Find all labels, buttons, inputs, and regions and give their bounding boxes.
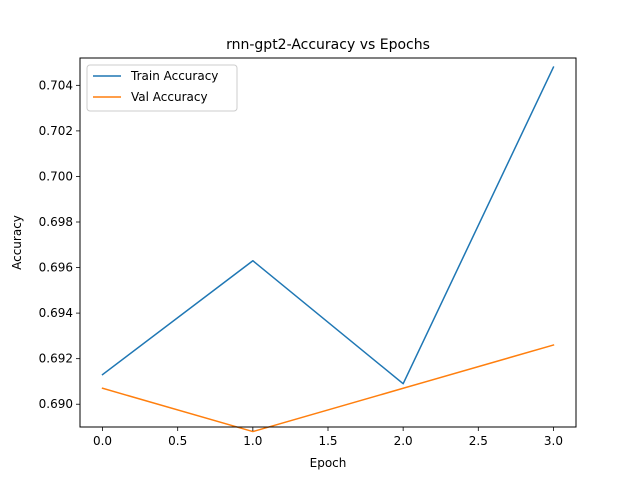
y-axis-label: Accuracy — [10, 215, 24, 270]
x-axis-label: Epoch — [310, 456, 347, 470]
legend-box — [86, 64, 238, 112]
plot-frame — [79, 57, 577, 428]
x-tick-label: 0.0 — [93, 434, 112, 448]
y-tick-label: 0.694 — [39, 306, 73, 320]
y-tick-label: 0.700 — [39, 169, 73, 183]
y-tick-label: 0.704 — [39, 78, 73, 92]
y-tick-label: 0.692 — [39, 352, 73, 366]
x-axis: 0.0 0.5 1.0 1.5 2.0 2.5 3.0 — [93, 427, 563, 448]
series-line-1 — [101, 344, 555, 433]
y-tick-label: 0.702 — [39, 124, 73, 138]
y-tick-label: 0.690 — [39, 397, 73, 411]
y-tick-label: 0.698 — [39, 215, 73, 229]
x-tick-label: 3.0 — [544, 434, 563, 448]
legend-label: Val Accuracy — [131, 90, 208, 104]
x-tick-label: 0.5 — [168, 434, 187, 448]
x-tick-label: 1.0 — [243, 434, 262, 448]
x-tick-label: 2.5 — [469, 434, 488, 448]
chart-title: rnn-gpt2-Accuracy vs Epochs — [226, 37, 430, 53]
x-tick-label: 1.5 — [318, 434, 337, 448]
legend: Train Accuracy Val Accuracy — [86, 64, 238, 112]
y-tick-label: 0.696 — [39, 261, 73, 275]
legend-label: Train Accuracy — [130, 69, 218, 83]
plot-area — [101, 66, 555, 433]
x-tick-label: 2.0 — [394, 434, 413, 448]
series-line-0 — [101, 66, 555, 385]
y-axis: 0.690 0.692 0.694 0.696 0.698 0.700 0.702 0.704 — [39, 78, 80, 411]
